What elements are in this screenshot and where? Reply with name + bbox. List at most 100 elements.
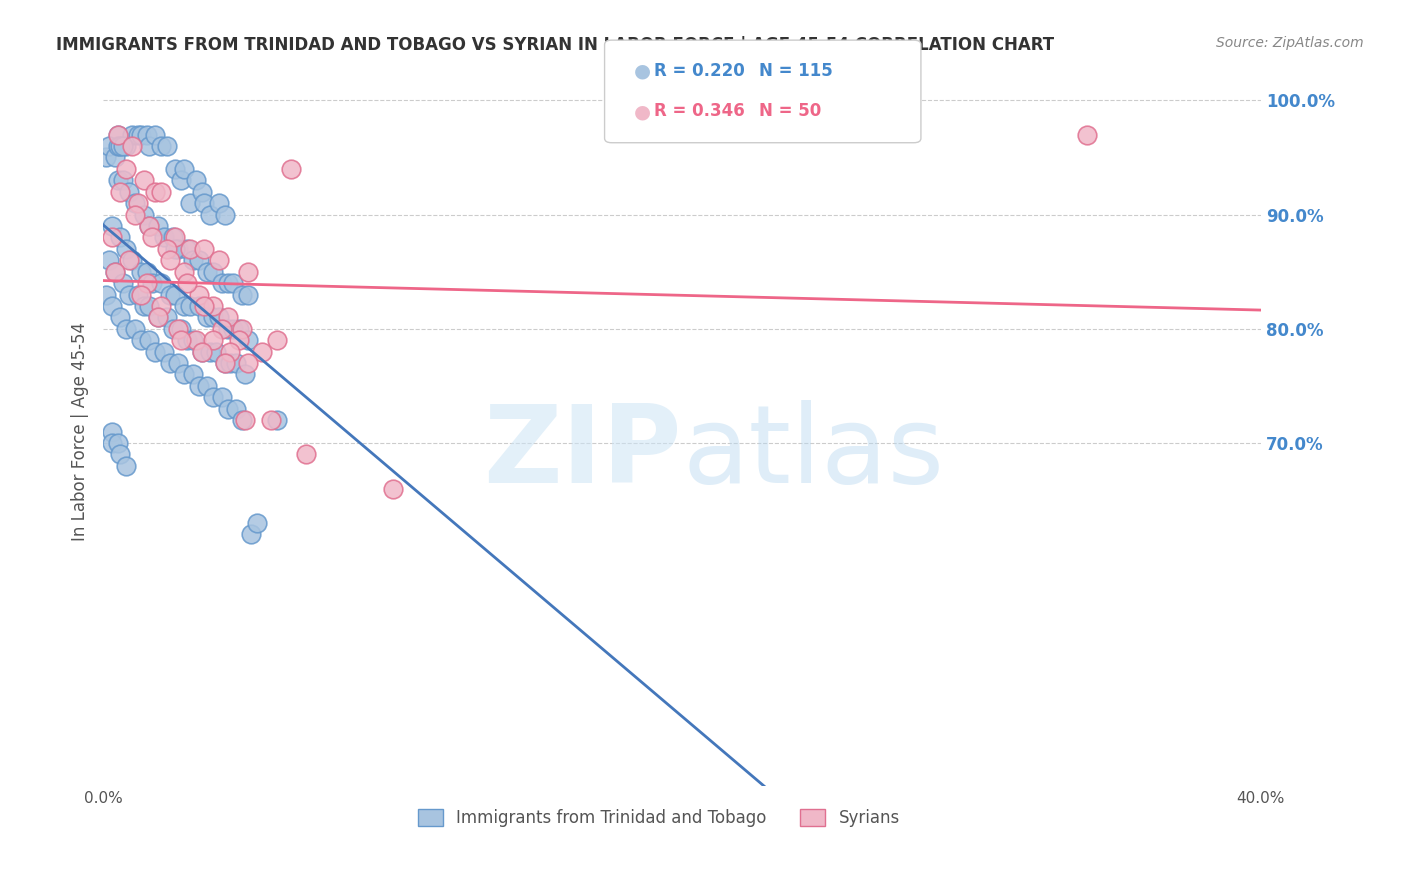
Y-axis label: In Labor Force | Age 45-54: In Labor Force | Age 45-54	[72, 322, 89, 541]
Point	[101, 219, 124, 233]
Point	[107, 128, 129, 142]
Point	[208, 253, 231, 268]
Point	[159, 287, 181, 301]
Point	[165, 287, 187, 301]
Point	[231, 287, 253, 301]
Point	[118, 287, 141, 301]
Point	[124, 208, 146, 222]
Point	[156, 139, 179, 153]
Point	[202, 333, 225, 347]
Point	[228, 322, 250, 336]
Point	[217, 401, 239, 416]
Point	[129, 265, 152, 279]
Text: N = 115: N = 115	[759, 62, 832, 80]
Point	[135, 128, 157, 142]
Point	[195, 265, 218, 279]
Text: R = 0.220: R = 0.220	[654, 62, 745, 80]
Point	[143, 128, 166, 142]
Point	[156, 310, 179, 325]
Point	[150, 185, 173, 199]
Point	[112, 173, 135, 187]
Point	[107, 173, 129, 187]
Point	[176, 333, 198, 347]
Point	[162, 322, 184, 336]
Point	[176, 276, 198, 290]
Point	[162, 230, 184, 244]
Point	[231, 413, 253, 427]
Point	[150, 299, 173, 313]
Point	[150, 276, 173, 290]
Point	[121, 128, 143, 142]
Text: ●: ●	[634, 102, 651, 121]
Point	[104, 150, 127, 164]
Point	[217, 310, 239, 325]
Point	[97, 253, 120, 268]
Point	[138, 299, 160, 313]
Point	[181, 333, 204, 347]
Point	[190, 344, 212, 359]
Point	[236, 356, 259, 370]
Point	[143, 185, 166, 199]
Point	[211, 276, 233, 290]
Point	[236, 265, 259, 279]
Point	[219, 344, 242, 359]
Point	[165, 161, 187, 176]
Point	[179, 242, 201, 256]
Point	[202, 265, 225, 279]
Point	[381, 482, 404, 496]
Point	[101, 436, 124, 450]
Point	[187, 253, 209, 268]
Point	[167, 356, 190, 370]
Point	[202, 310, 225, 325]
Point	[138, 333, 160, 347]
Point	[115, 242, 138, 256]
Point	[217, 276, 239, 290]
Point	[252, 344, 274, 359]
Point	[127, 196, 149, 211]
Point	[118, 253, 141, 268]
Point	[173, 265, 195, 279]
Point	[132, 208, 155, 222]
Point	[165, 230, 187, 244]
Point	[107, 436, 129, 450]
Point	[173, 161, 195, 176]
Point	[187, 299, 209, 313]
Point	[233, 413, 256, 427]
Text: ZIP: ZIP	[484, 400, 682, 506]
Point	[170, 322, 193, 336]
Point	[112, 139, 135, 153]
Point	[222, 322, 245, 336]
Point	[225, 401, 247, 416]
Point	[101, 299, 124, 313]
Point	[214, 356, 236, 370]
Point	[127, 287, 149, 301]
Point	[153, 230, 176, 244]
Legend: Immigrants from Trinidad and Tobago, Syrians: Immigrants from Trinidad and Tobago, Syr…	[412, 803, 907, 834]
Point	[94, 150, 117, 164]
Point	[266, 413, 288, 427]
Point	[129, 333, 152, 347]
Point	[165, 242, 187, 256]
Point	[280, 161, 302, 176]
Point	[211, 322, 233, 336]
Point	[208, 310, 231, 325]
Point	[170, 333, 193, 347]
Point	[127, 128, 149, 142]
Point	[153, 344, 176, 359]
Point	[1076, 128, 1098, 142]
Point	[115, 161, 138, 176]
Point	[195, 310, 218, 325]
Point	[110, 139, 132, 153]
Point	[219, 356, 242, 370]
Text: ●: ●	[634, 62, 651, 81]
Point	[193, 196, 215, 211]
Point	[121, 139, 143, 153]
Text: N = 50: N = 50	[759, 103, 821, 120]
Point	[214, 208, 236, 222]
Point	[132, 299, 155, 313]
Point	[222, 276, 245, 290]
Point	[159, 356, 181, 370]
Point	[156, 242, 179, 256]
Point	[121, 253, 143, 268]
Point	[138, 219, 160, 233]
